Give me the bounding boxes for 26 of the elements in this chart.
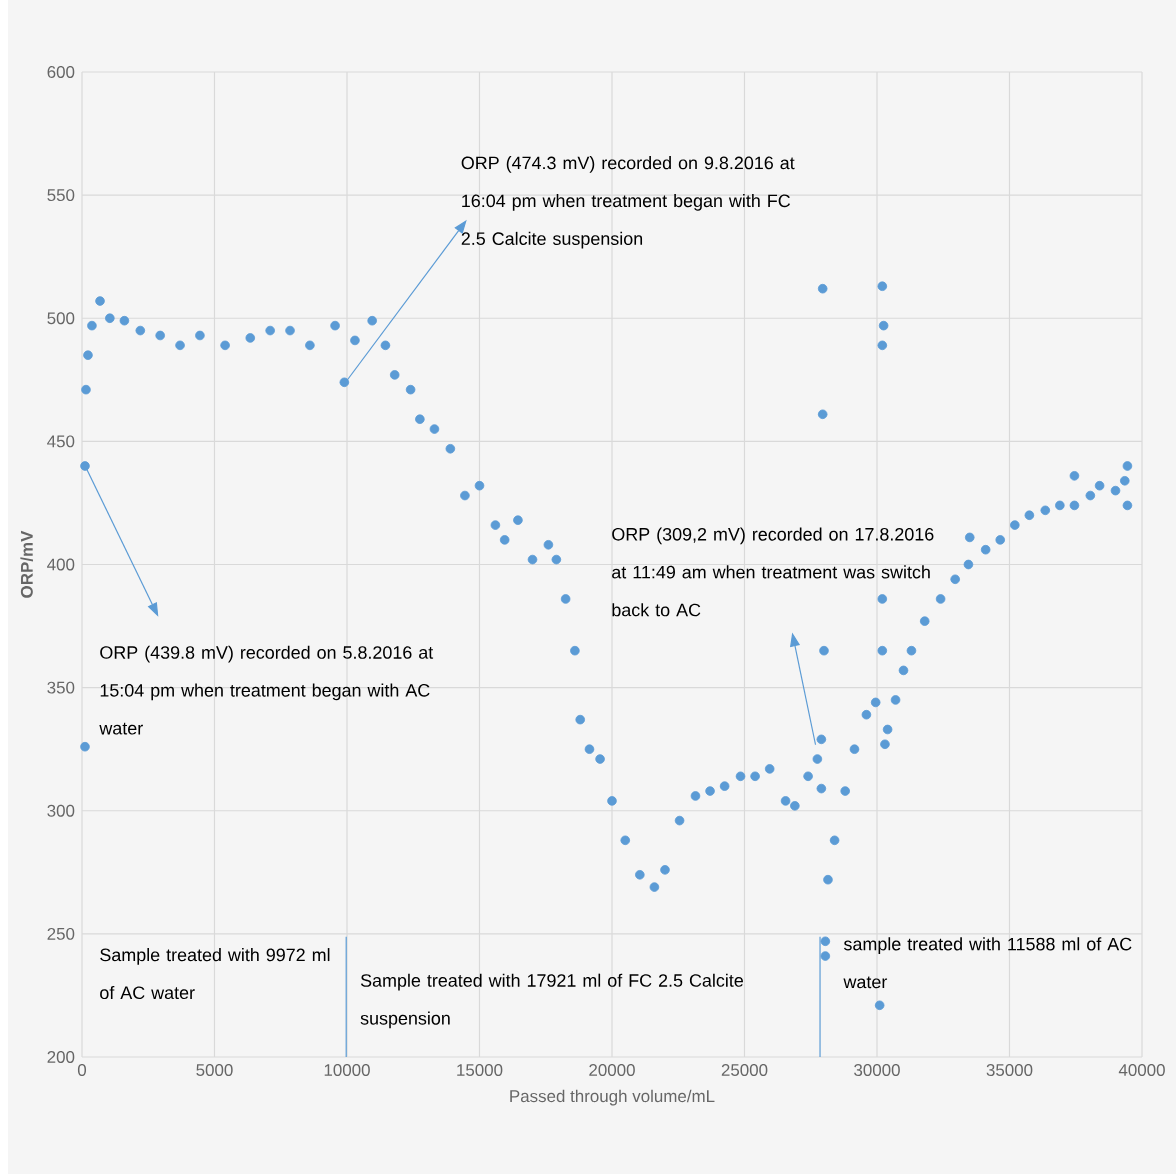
x-tick-label: 40000	[1118, 1064, 1165, 1077]
annotation: Sample treated with 17921 ml of FC 2.5 Calcite suspension	[360, 973, 743, 1029]
y-tick-label: 500	[47, 312, 75, 325]
text: sample treated with 11588 ml of AC water	[843, 937, 1132, 989]
y-tick-label: 300	[47, 804, 75, 817]
text: ORP (309,2 mV) recorded on 17.8.2016 at 11:49 am when treatment was switch back to AC	[612, 527, 934, 617]
x-tick-label: 15000	[457, 1064, 503, 1077]
text: ORP (439.8 mV) recorded on 5.8.2016 at 15:04 pm when treatment began with AC water	[99, 645, 434, 735]
y-tick-label: 200	[47, 1051, 75, 1063]
y-axis-title: ORP/mV	[20, 530, 34, 598]
annotation: ORP (474.3 mV) recorded on 9.8.2016 at 16:04 pm when treatment began with FC 2.5 Calcite suspension	[461, 156, 795, 249]
x-tick-label: 30000	[854, 1064, 900, 1077]
x-axis-title: Passed through volume/mL	[510, 1089, 715, 1106]
y-tick-label: 600	[47, 66, 75, 78]
y-tick-label: 350	[47, 681, 75, 694]
x-tick-label: 25000	[721, 1064, 768, 1077]
x-tick-label: 5000	[196, 1064, 233, 1077]
annotation: Sample treated with 9972 ml of AC water	[100, 948, 330, 1000]
y-tick-label: 450	[47, 435, 75, 448]
x-tick-label: 10000	[324, 1064, 370, 1077]
y-tick-label: 550	[47, 189, 75, 202]
y-tick-label: 250	[47, 927, 75, 940]
y-tick-label: 400	[47, 558, 75, 571]
x-tick-label: 35000	[986, 1064, 1033, 1077]
x-tick-label: 20000	[589, 1064, 635, 1077]
x-tick-label: 0	[77, 1064, 87, 1077]
